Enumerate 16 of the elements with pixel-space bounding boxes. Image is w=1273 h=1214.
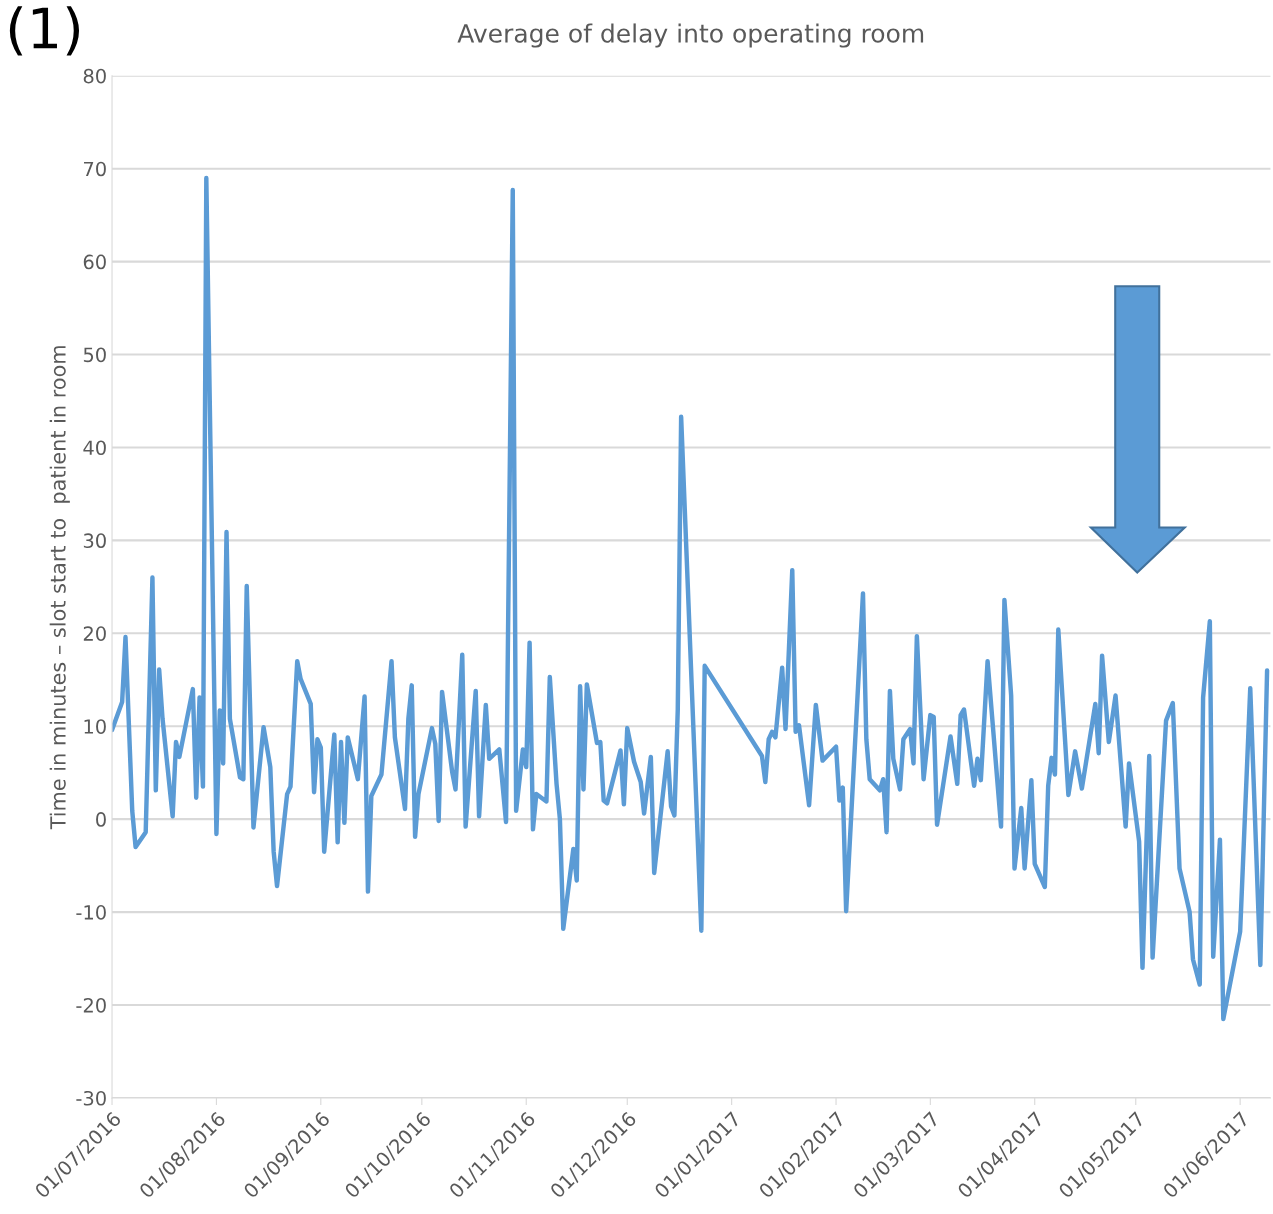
y-tick-label: 70 (84, 161, 106, 177)
y-tick-label: 40 (83, 440, 106, 456)
y-tick-label: 10 (84, 719, 106, 734)
y-tick-label: 30 (83, 533, 106, 549)
y-tick-label: -30 (76, 1090, 106, 1106)
y-axis-title: Time in minutes – slot start to patient in room (49, 346, 70, 830)
y-tick-label: 50 (83, 347, 106, 363)
text: (1) (9, 6, 80, 56)
y-tick-label: -10 (76, 905, 106, 920)
y-tick-label: 60 (83, 254, 106, 270)
y-tick-label: 80 (83, 68, 106, 84)
y-tick-label: 20 (83, 626, 106, 641)
line-series (112, 175, 1270, 1022)
y-tick-label: -20 (76, 997, 106, 1013)
chart-title: Average of delay into operating room (457, 23, 924, 48)
y-tick-label: 0 (96, 812, 106, 827)
